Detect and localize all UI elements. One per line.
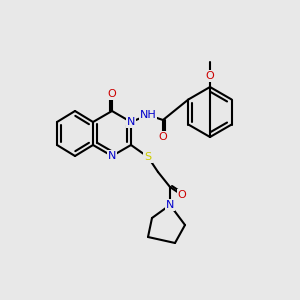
Text: O: O: [178, 190, 186, 200]
Text: O: O: [108, 89, 116, 99]
Text: NH: NH: [140, 110, 156, 120]
Text: N: N: [166, 200, 174, 210]
Text: N: N: [127, 117, 135, 127]
Text: N: N: [108, 151, 116, 161]
Text: O: O: [159, 132, 167, 142]
Text: S: S: [144, 152, 152, 162]
Text: O: O: [206, 71, 214, 81]
